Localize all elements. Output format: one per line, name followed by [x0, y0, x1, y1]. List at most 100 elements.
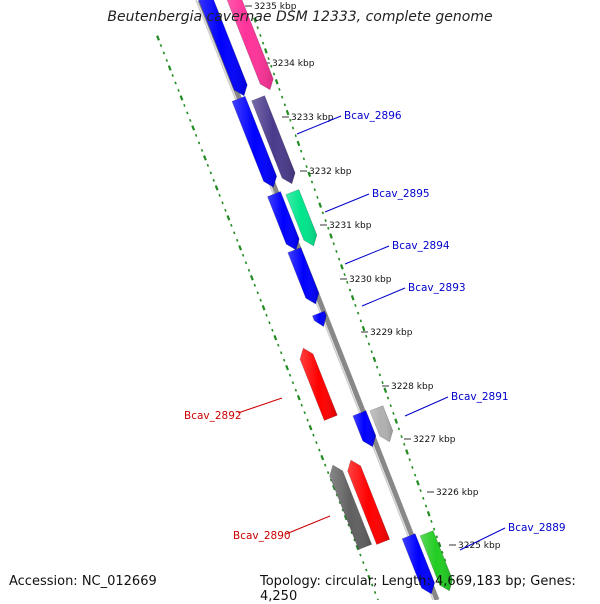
gc-tick	[186, 111, 189, 115]
gc-tick	[341, 508, 345, 512]
gc-tick	[332, 484, 336, 491]
page-title: Beutenbergia cavernae DSM 12333, complet…	[107, 9, 493, 25]
unlabeled-gene-5-arrow[interactable]	[285, 189, 318, 247]
gc-tick	[253, 283, 257, 287]
gc-tick	[256, 291, 259, 295]
gc-tick	[179, 95, 184, 101]
gc-tick	[339, 264, 344, 270]
bcav-2893-arrow[interactable]	[311, 310, 327, 327]
gc-tick	[338, 501, 342, 505]
bcav-2890-label[interactable]: Bcav_2890	[233, 530, 291, 542]
gc-tick	[394, 418, 399, 424]
bcav-2896-label[interactable]: Bcav_2896	[344, 110, 402, 122]
gc-tick	[350, 294, 355, 301]
gc-tick	[268, 321, 271, 325]
gc-tick	[261, 305, 266, 311]
gc-tick	[443, 558, 447, 562]
gc-content-track-left	[156, 35, 379, 600]
bcav-2893-label[interactable]: Bcav_2893	[408, 282, 466, 294]
gc-tick	[271, 328, 274, 332]
gc-tick	[376, 598, 379, 600]
bcav-2895-arrow[interactable]	[267, 191, 300, 251]
kbp-tick-label: 3226 kbp	[436, 488, 479, 498]
bcav-2889-arrow[interactable]	[401, 533, 435, 595]
gc-tick	[373, 591, 377, 594]
gc-tick	[230, 223, 233, 227]
gc-tick	[283, 103, 287, 107]
bcav-2896-arrow[interactable]	[231, 95, 277, 188]
label-leader-line	[237, 397, 283, 414]
bcav-2889-label[interactable]: Bcav_2889	[508, 522, 566, 534]
gc-tick	[212, 178, 215, 182]
gc-tick	[291, 126, 295, 130]
gc-tick	[405, 449, 409, 455]
gc-tick	[308, 424, 313, 431]
bcav-2894-label[interactable]: Bcav_2894	[392, 240, 450, 252]
gc-tick	[411, 465, 414, 469]
unlabeled-gene-1-arrow[interactable]	[219, 0, 274, 91]
unlabeled-gene-3-arrow[interactable]	[251, 95, 296, 185]
unlabeled-gene-10-arrow[interactable]	[369, 405, 394, 443]
gc-tick	[318, 202, 323, 208]
gc-tick	[209, 171, 213, 175]
bcav-2890-arrow[interactable]	[329, 464, 373, 550]
gc-tick	[256, 26, 259, 30]
gc-tick	[415, 480, 420, 486]
bcav-2892-arrow[interactable]	[299, 347, 338, 421]
gc-tick	[241, 253, 245, 257]
gene-features	[193, 0, 453, 595]
bcav-2891-label[interactable]: Bcav_2891	[451, 391, 509, 403]
gc-tick	[329, 478, 333, 482]
gc-tick	[300, 403, 303, 407]
gc-tick	[289, 118, 292, 122]
gc-tick	[356, 311, 360, 315]
gc-tick	[354, 303, 357, 307]
gc-tick	[378, 373, 382, 377]
gc-content-track-right	[253, 17, 447, 562]
bcav-2891-arrow[interactable]	[352, 410, 377, 448]
unlabeled-gene-0-arrow[interactable]	[193, 0, 248, 97]
gc-tick	[235, 238, 239, 242]
gc-tick	[318, 448, 321, 452]
gc-tick	[312, 433, 315, 437]
gc-tick	[238, 245, 243, 251]
gc-tick	[315, 441, 318, 445]
bcav-2892-label[interactable]: Bcav_2892	[184, 410, 242, 422]
gc-tick	[413, 473, 417, 477]
gc-tick	[265, 313, 268, 317]
kbp-tick-label: 3232 kbp	[309, 167, 352, 177]
gc-tick	[367, 342, 371, 346]
gc-tick	[430, 519, 433, 523]
kbp-tick-label: 3225 kbp	[458, 541, 501, 551]
bcav-2894-arrow[interactable]	[287, 247, 320, 305]
gc-tick	[419, 489, 422, 493]
kbp-tick-label: 3233 kbp	[291, 113, 334, 123]
gc-tick	[353, 538, 356, 542]
gc-tick	[165, 59, 169, 62]
gc-tick	[280, 95, 284, 99]
gc-tick	[206, 163, 210, 167]
gc-tick	[194, 133, 198, 137]
gc-tick	[285, 109, 290, 116]
label-leader-line	[344, 245, 390, 265]
bcav-2895-label[interactable]: Bcav_2895	[372, 188, 430, 200]
gc-tick	[233, 231, 236, 235]
gc-tick	[274, 78, 279, 85]
gc-tick	[191, 125, 196, 131]
gc-tick	[337, 257, 341, 261]
gc-tick	[348, 288, 352, 292]
gc-tick	[426, 510, 431, 517]
gc-tick	[282, 358, 286, 362]
gc-tick	[316, 195, 319, 199]
gc-tick	[403, 442, 406, 446]
unlabeled-gene-11-arrow[interactable]	[347, 459, 391, 545]
gc-tick	[370, 583, 374, 587]
gc-tick	[359, 553, 362, 557]
accession-text: Accession: NC_012669	[9, 574, 157, 589]
gc-tick	[177, 88, 180, 92]
gene-label-leaders: Bcav_2896 Bcav_2895 Bcav_2894 Bcav_2893 Bcav…	[184, 110, 566, 551]
gc-tick	[189, 118, 192, 122]
unlabeled-gene-14-arrow[interactable]	[419, 530, 453, 592]
gc-tick	[162, 51, 166, 55]
